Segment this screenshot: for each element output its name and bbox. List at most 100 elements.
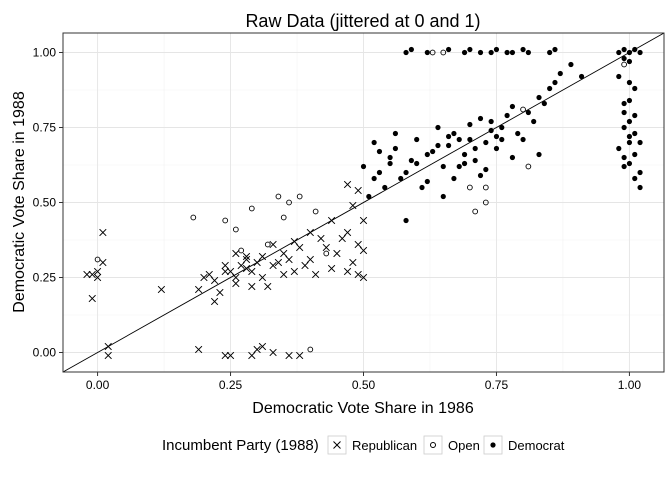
point-democrat xyxy=(493,46,500,53)
point-democrat xyxy=(483,166,489,173)
legend-open-circle-icon xyxy=(430,442,436,448)
y-tick-label: 0.00 xyxy=(33,346,57,360)
point-democrat xyxy=(637,184,643,191)
point-republican xyxy=(221,351,229,360)
legend-filled-circle-icon xyxy=(490,442,496,448)
point-democrat xyxy=(552,79,558,86)
point-democrat xyxy=(509,103,516,110)
point-republican xyxy=(200,273,208,282)
point-democrat xyxy=(445,46,452,53)
point-republican xyxy=(333,249,341,258)
point-open xyxy=(275,193,282,200)
x-axis-ticks: 0.00 0.25 0.50 0.75 1.00 xyxy=(86,372,641,392)
point-open xyxy=(233,226,239,233)
point-democrat xyxy=(626,58,633,65)
point-democrat xyxy=(541,100,547,107)
series-open xyxy=(94,49,627,353)
x-tick-label: 0.00 xyxy=(86,378,110,392)
point-republican xyxy=(210,276,219,285)
point-democrat xyxy=(376,169,383,176)
point-republican xyxy=(221,261,229,270)
point-democrat xyxy=(578,73,585,80)
point-republican xyxy=(327,264,336,273)
legend-label-open: Open xyxy=(448,438,480,453)
point-democrat xyxy=(621,109,627,116)
point-republican xyxy=(253,258,261,267)
point-democrat xyxy=(499,124,505,131)
point-democrat xyxy=(440,163,446,170)
point-democrat xyxy=(371,175,377,182)
legend-title: Incumbent Party (1988) xyxy=(162,437,319,454)
y-tick-label: 0.75 xyxy=(33,121,57,135)
point-democrat xyxy=(520,136,526,143)
point-democrat xyxy=(451,175,457,182)
point-democrat xyxy=(419,184,425,191)
point-open xyxy=(525,163,532,170)
point-democrat xyxy=(376,148,383,155)
point-democrat xyxy=(504,49,510,56)
point-democrat xyxy=(488,118,494,125)
point-democrat xyxy=(430,148,436,155)
legend-key-open xyxy=(423,435,443,455)
point-open xyxy=(248,205,255,212)
point-republican xyxy=(354,270,362,279)
point-democrat xyxy=(621,124,627,131)
point-open xyxy=(280,214,287,221)
point-democrat xyxy=(472,145,478,152)
point-democrat xyxy=(626,79,633,86)
point-democrat xyxy=(392,145,399,152)
point-democrat xyxy=(626,118,633,125)
point-democrat xyxy=(467,46,473,53)
point-republican xyxy=(349,258,357,267)
x-axis-title: Democratic Vote Share in 1986 xyxy=(252,400,474,417)
point-democrat xyxy=(547,49,553,56)
point-republican xyxy=(258,273,267,282)
point-republican xyxy=(280,249,288,258)
point-republican xyxy=(327,216,336,225)
point-democrat xyxy=(632,175,638,182)
point-democrat xyxy=(408,46,414,53)
point-republican xyxy=(88,270,96,279)
point-republican xyxy=(248,282,256,291)
y-tick-label: 1.00 xyxy=(33,46,57,60)
point-republican xyxy=(93,273,102,282)
point-open xyxy=(467,184,473,191)
y-axis-ticks: 0.00 0.25 0.50 0.75 1.00 xyxy=(33,46,63,360)
point-democrat xyxy=(531,118,537,125)
point-open xyxy=(94,256,101,263)
point-republican xyxy=(285,351,293,360)
point-republican xyxy=(343,180,352,189)
point-democrat xyxy=(398,175,404,182)
point-republican xyxy=(232,273,240,282)
point-republican xyxy=(258,342,267,351)
point-open xyxy=(621,61,627,68)
point-republican xyxy=(359,216,368,225)
point-republican xyxy=(83,270,91,279)
point-republican xyxy=(210,297,219,306)
point-republican xyxy=(296,351,304,360)
point-democrat xyxy=(451,130,457,137)
chart-title: Raw Data (jittered at 0 and 1) xyxy=(245,11,480,31)
point-democrat xyxy=(371,139,377,146)
point-open xyxy=(264,241,271,248)
point-republican xyxy=(242,255,251,264)
point-republican xyxy=(232,249,240,258)
point-democrat xyxy=(488,127,494,134)
point-democrat xyxy=(632,46,638,53)
point-democrat xyxy=(403,169,409,176)
point-democrat xyxy=(382,184,388,191)
point-republican xyxy=(88,294,96,303)
point-open xyxy=(482,199,489,206)
point-republican xyxy=(280,270,288,279)
point-democrat xyxy=(621,100,627,107)
point-democrat xyxy=(626,49,633,56)
point-republican xyxy=(242,252,251,261)
point-open xyxy=(520,106,526,113)
x-tick-label: 0.75 xyxy=(485,378,509,392)
point-democrat xyxy=(626,97,633,104)
point-republican xyxy=(93,267,102,276)
point-republican xyxy=(322,243,330,252)
point-democrat xyxy=(392,130,399,137)
point-democrat xyxy=(424,178,430,185)
